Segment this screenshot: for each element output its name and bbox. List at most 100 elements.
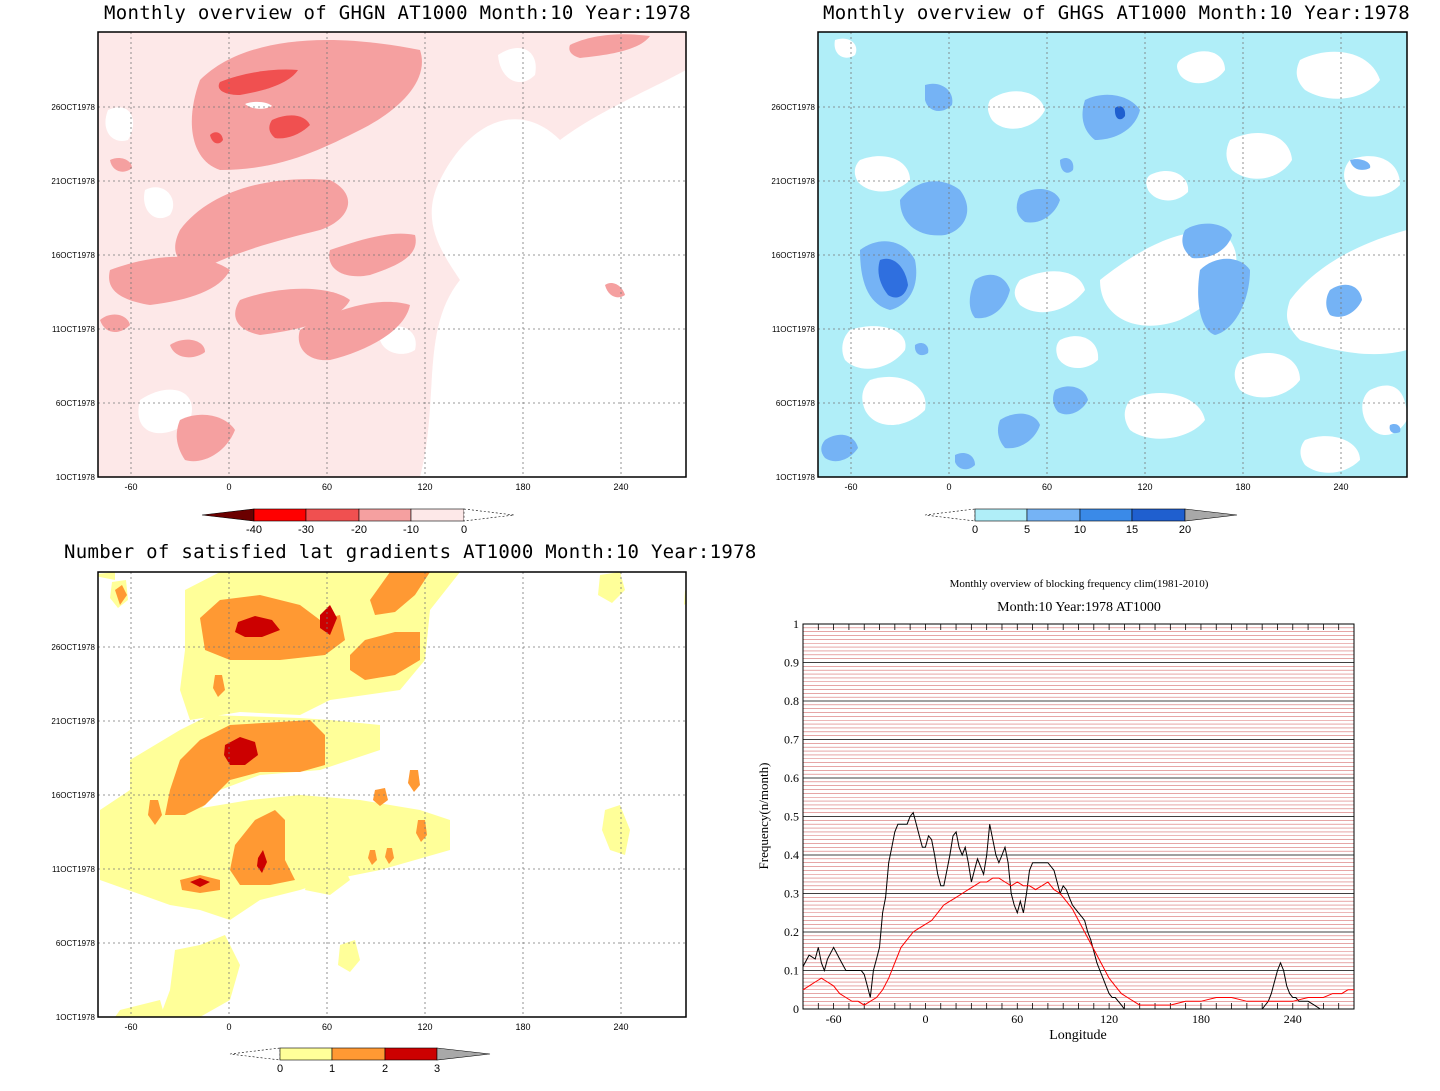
panel3-title: Number of satisfied lat gradients AT1000… <box>64 541 757 563</box>
panel1-ytick: 21OCT1978 <box>51 177 95 186</box>
colorbar2-swatch <box>974 508 1028 522</box>
panel1-ytick: 1OCT1978 <box>56 473 96 482</box>
panel1-plot: 26OCT1978 21OCT1978 16OCT1978 11OCT1978 … <box>51 31 687 492</box>
x-tick-label: 240 <box>1284 1012 1302 1026</box>
x-tick-label: 120 <box>1100 1012 1118 1026</box>
panel3-ytick: 1OCT1978 <box>56 1013 96 1022</box>
y-tick-label: 0.9 <box>784 656 799 670</box>
panel3-xtick: 180 <box>515 1022 530 1032</box>
colorbar1-label: -10 <box>403 524 419 536</box>
series-red-line <box>802 877 1354 1006</box>
panel2-ytick: 26OCT1978 <box>771 103 815 112</box>
panel1-grid <box>98 32 686 477</box>
panel2-ytick: 1OCT1978 <box>776 473 816 482</box>
panel2-ytick: 16OCT1978 <box>771 251 815 260</box>
panel4-title: Monthly overview of blocking frequency c… <box>950 578 1209 590</box>
colorbar3-swatch <box>331 1047 386 1061</box>
panel3-ytick: 21OCT1978 <box>51 717 95 726</box>
y-tick-label: 1 <box>793 617 799 631</box>
colorbar2-extend <box>924 508 976 522</box>
panel3-ytick: 6OCT1978 <box>56 939 96 948</box>
y-tick-label: 0.2 <box>784 925 799 939</box>
panel1-ytick: 6OCT1978 <box>56 399 96 408</box>
panel2-xtick: 120 <box>1137 482 1152 492</box>
panel3-xtick: 60 <box>322 1022 332 1032</box>
panel2-grid <box>818 32 1407 477</box>
colorbar3-label: 0 <box>277 1063 283 1075</box>
panel2-xtick: 180 <box>1235 482 1250 492</box>
colorbar2-label: 0 <box>972 524 978 536</box>
panel1-ytick: 16OCT1978 <box>51 251 95 260</box>
panel3-ytick: 11OCT1978 <box>52 865 96 874</box>
panel1-xtick: 120 <box>417 482 432 492</box>
panel4-top-ticks <box>802 624 1355 1009</box>
colorbar2-label: 20 <box>1179 524 1191 536</box>
panel2-plot: 26OCT1978 21OCT1978 16OCT1978 11OCT1978 … <box>771 31 1408 492</box>
panel2-xtick: 60 <box>1042 482 1052 492</box>
panel3-grid <box>98 572 686 1017</box>
panel3-xtick: 240 <box>613 1022 628 1032</box>
panel4-ylabel: Frequency(n/month) <box>756 763 771 870</box>
series-black-line <box>802 811 1321 1010</box>
y-tick-label: 0.8 <box>784 694 799 708</box>
panel2-contours <box>818 32 1407 477</box>
panel4-y-tick-labels: 0 0.1 0.2 0.3 0.4 0.5 0.6 0.7 0.8 0.9 1 <box>784 617 799 1016</box>
panel1-frame <box>97 31 687 478</box>
panel3-plot: 26OCT1978 21OCT1978 16OCT1978 11OCT1978 … <box>51 571 687 1032</box>
panel2-ytick: 21OCT1978 <box>771 177 815 186</box>
colorbar3-extend <box>229 1047 281 1061</box>
panel1-xtick: 240 <box>613 482 628 492</box>
panel3-xtick: -60 <box>124 1022 137 1032</box>
panel4-xlabel: Longitude <box>1049 1028 1107 1043</box>
colorbar1-swatch <box>305 508 360 522</box>
y-tick-label: 0.5 <box>784 810 799 824</box>
panel3-colorbar: 0 1 2 3 <box>229 1047 491 1075</box>
colorbar1-label: 0 <box>461 524 467 536</box>
y-tick-label: 0.4 <box>784 848 799 862</box>
panel3-ytick: 26OCT1978 <box>51 643 95 652</box>
panel3-ytick: 16OCT1978 <box>51 791 95 800</box>
colorbar2-swatch <box>1026 508 1081 522</box>
panel1-ytick: 11OCT1978 <box>52 325 96 334</box>
panel4-minor-grid <box>803 627 1354 1006</box>
colorbar3-swatch <box>279 1047 333 1061</box>
panel4-x-tick-labels: -60 0 60 120 180 240 <box>826 1012 1302 1026</box>
panel2-xtick: 240 <box>1333 482 1348 492</box>
panel4-subtitle: Month:10 Year:1978 AT1000 <box>997 600 1161 615</box>
panel2-title: Monthly overview of GHGS AT1000 Month:10… <box>823 2 1410 24</box>
panel4-frame <box>802 623 1355 1010</box>
x-tick-label: 0 <box>922 1012 928 1026</box>
colorbar2-label: 15 <box>1126 524 1138 536</box>
colorbar1-extend <box>463 508 515 522</box>
colorbar2-swatch <box>1131 508 1186 522</box>
x-tick-label: 180 <box>1192 1012 1210 1026</box>
colorbar1-label: -40 <box>246 524 262 536</box>
colorbar2-label: 5 <box>1024 524 1030 536</box>
y-tick-label: 0 <box>793 1002 799 1016</box>
y-tick-label: 0.6 <box>784 771 799 785</box>
colorbar1-swatch <box>201 508 255 522</box>
panel3-contours <box>98 572 686 1017</box>
panel2-xtick: 0 <box>946 482 951 492</box>
colorbar3-label: 3 <box>434 1063 440 1075</box>
panel2-ytick: 11OCT1978 <box>772 325 816 334</box>
panel1-xtick: 180 <box>515 482 530 492</box>
panel2-frame <box>817 31 1408 478</box>
y-tick-label: 0.7 <box>784 733 799 747</box>
colorbar1-swatch <box>410 508 465 522</box>
panel4-plot: Monthly overview of blocking frequency c… <box>756 578 1355 1043</box>
panel3-xtick: 120 <box>417 1022 432 1032</box>
panel1-xtick: -60 <box>124 482 137 492</box>
panel1-title: Monthly overview of GHGN AT1000 Month:10… <box>104 2 691 24</box>
colorbar1-swatch <box>253 508 307 522</box>
panel2-colorbar: 0 5 10 15 20 <box>924 508 1238 536</box>
x-tick-label: 60 <box>1011 1012 1023 1026</box>
colorbar3-swatch <box>384 1047 438 1061</box>
panel3-xtick: 0 <box>226 1022 231 1032</box>
colorbar3-extend <box>436 1047 491 1061</box>
colorbar3-label: 2 <box>382 1063 388 1075</box>
colorbar3-label: 1 <box>329 1063 335 1075</box>
y-tick-label: 0.3 <box>784 887 799 901</box>
panel1-xtick: 60 <box>322 482 332 492</box>
